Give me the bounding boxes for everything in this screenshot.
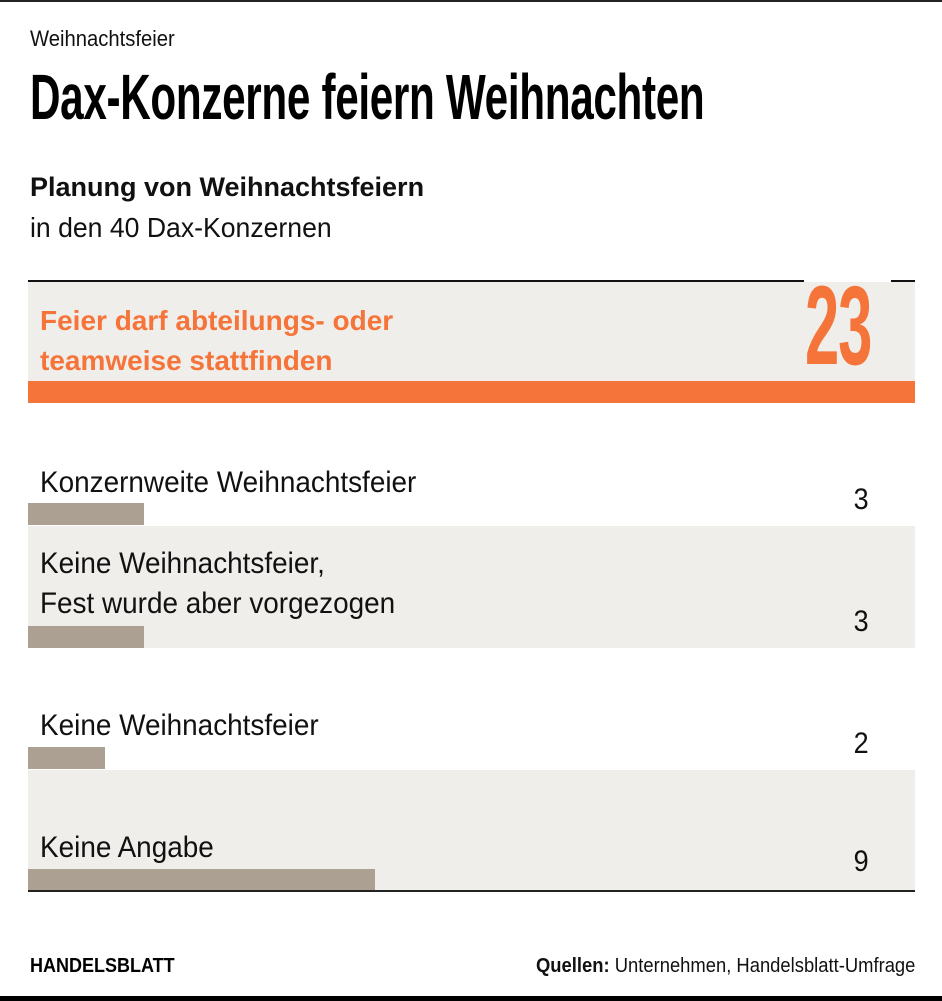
chart-row: Keine Weihnachtsfeier, Fest wurde aber v… xyxy=(28,526,915,648)
chart-bottom-rule xyxy=(28,890,915,892)
row-label: Keine Weihnachtsfeier, Fest wurde aber v… xyxy=(40,547,396,620)
row-value: 2 xyxy=(853,727,869,760)
highlight-value: 23 xyxy=(805,263,872,388)
row-value: 3 xyxy=(853,483,869,516)
publisher-logo: HANDELSBLATT xyxy=(30,955,175,977)
kicker: Weihnachtsfeier xyxy=(30,26,175,51)
bottom-rule xyxy=(0,996,942,1001)
chart-row: Konzernweite Weihnachtsfeier 3 xyxy=(28,403,915,526)
chart-subtitle: in den 40 Dax-Konzernen xyxy=(30,212,332,243)
row-label: Keine Angabe xyxy=(40,831,214,864)
source-label: Quellen: xyxy=(535,955,610,977)
row-bar xyxy=(28,869,375,891)
highlight-top-rule xyxy=(28,280,804,282)
chart-row: Keine Weihnachtsfeier 2 xyxy=(28,648,915,770)
row-value: 9 xyxy=(853,845,869,878)
source-note: Quellen: Unternehmen, Handelsblatt-Umfra… xyxy=(536,955,915,978)
row-bar xyxy=(28,503,144,525)
highlight-label: Feier darf abteilungs- oder teamweise st… xyxy=(40,305,394,376)
source-text: Unternehmen, Handelsblatt-Umfrage xyxy=(609,955,915,977)
row-label: Konzernweite Weihnachtsfeier xyxy=(40,466,417,499)
chart-row: Keine Angabe 9 xyxy=(28,770,915,891)
highlight-background xyxy=(28,282,915,381)
highlight-top-rule-end xyxy=(891,280,915,282)
chart-title: Planung von Weihnachtsfeiern xyxy=(30,172,425,202)
top-rule xyxy=(0,0,942,2)
highlight-bar xyxy=(28,381,915,403)
headline: Dax-Konzerne feiern Weihnachten xyxy=(30,61,705,133)
row-label: Keine Weihnachtsfeier xyxy=(40,709,319,742)
row-bar xyxy=(28,626,144,648)
row-value: 3 xyxy=(853,605,869,638)
row-bar xyxy=(28,747,105,769)
